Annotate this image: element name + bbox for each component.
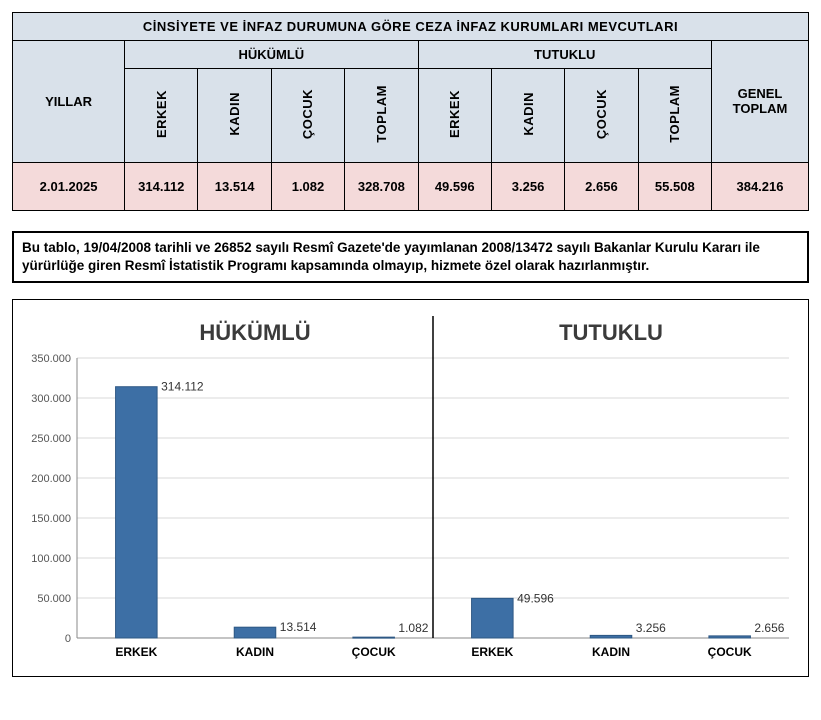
svg-text:ERKEK: ERKEK <box>471 645 513 659</box>
disclaimer-note: Bu tablo, 19/04/2008 tarihli ve 26852 sa… <box>12 231 809 283</box>
col-hdr: TOPLAM <box>345 69 418 163</box>
svg-text:300.000: 300.000 <box>31 393 71 405</box>
date-cell: 2.01.2025 <box>13 162 125 210</box>
cell: 1.082 <box>271 162 344 210</box>
cell: 49.596 <box>418 162 491 210</box>
col-hdr: ERKEK <box>125 69 198 163</box>
year-header: YILLAR <box>13 41 125 163</box>
table-data-row: 2.01.2025 314.112 13.514 1.082 328.708 4… <box>13 162 809 210</box>
svg-text:HÜKÜMLÜ: HÜKÜMLÜ <box>199 320 310 345</box>
table-subheader-row: ERKEK KADIN ÇOCUK TOPLAM ERKEK KADIN ÇOC… <box>13 69 809 163</box>
svg-text:KADIN: KADIN <box>592 645 630 659</box>
svg-text:ERKEK: ERKEK <box>115 645 157 659</box>
svg-text:200.000: 200.000 <box>31 473 71 485</box>
svg-text:1.082: 1.082 <box>398 621 428 635</box>
cell: 55.508 <box>638 162 711 210</box>
svg-text:13.514: 13.514 <box>280 620 317 634</box>
svg-text:150.000: 150.000 <box>31 513 71 525</box>
grand-total-cell: 384.216 <box>711 162 808 210</box>
table-title-row: CİNSİYETE VE İNFAZ DURUMUNA GÖRE CEZA İN… <box>13 13 809 41</box>
chart-svg: 0 50.000 100.000 150.000 200.000 250.000 300.0… <box>19 308 799 668</box>
cell: 13.514 <box>198 162 271 210</box>
col-hdr: KADIN <box>491 69 564 163</box>
svg-text:250.000: 250.000 <box>31 433 71 445</box>
col-hdr: ERKEK <box>418 69 491 163</box>
group-tutuklu: TUTUKLU <box>418 41 711 69</box>
bar-chart: 0 50.000 100.000 150.000 200.000 250.000 300.0… <box>12 299 809 677</box>
svg-text:314.112: 314.112 <box>161 380 204 394</box>
cell: 314.112 <box>125 162 198 210</box>
col-hdr: ÇOCUK <box>565 69 638 163</box>
svg-text:ÇOCUK: ÇOCUK <box>352 645 396 659</box>
svg-text:0: 0 <box>65 633 71 645</box>
col-hdr: ÇOCUK <box>271 69 344 163</box>
svg-text:2.656: 2.656 <box>754 621 784 635</box>
cell: 328.708 <box>345 162 418 210</box>
col-hdr: KADIN <box>198 69 271 163</box>
svg-text:100.000: 100.000 <box>31 553 71 565</box>
svg-text:TUTUKLU: TUTUKLU <box>559 320 663 345</box>
svg-text:49.596: 49.596 <box>517 591 554 605</box>
cell: 2.656 <box>565 162 638 210</box>
grand-total-header: GENEL TOPLAM <box>711 41 808 163</box>
svg-text:3.256: 3.256 <box>636 621 666 635</box>
prison-stats-table: CİNSİYETE VE İNFAZ DURUMUNA GÖRE CEZA İN… <box>12 12 809 211</box>
group-hukumlu: HÜKÜMLÜ <box>125 41 418 69</box>
svg-text:KADIN: KADIN <box>236 645 274 659</box>
svg-text:350.000: 350.000 <box>31 353 71 365</box>
svg-text:ÇOCUK: ÇOCUK <box>708 645 752 659</box>
svg-text:50.000: 50.000 <box>37 593 71 605</box>
col-hdr: TOPLAM <box>638 69 711 163</box>
table-title: CİNSİYETE VE İNFAZ DURUMUNA GÖRE CEZA İN… <box>13 13 809 41</box>
table-group-row: YILLAR HÜKÜMLÜ TUTUKLU GENEL TOPLAM <box>13 41 809 69</box>
cell: 3.256 <box>491 162 564 210</box>
